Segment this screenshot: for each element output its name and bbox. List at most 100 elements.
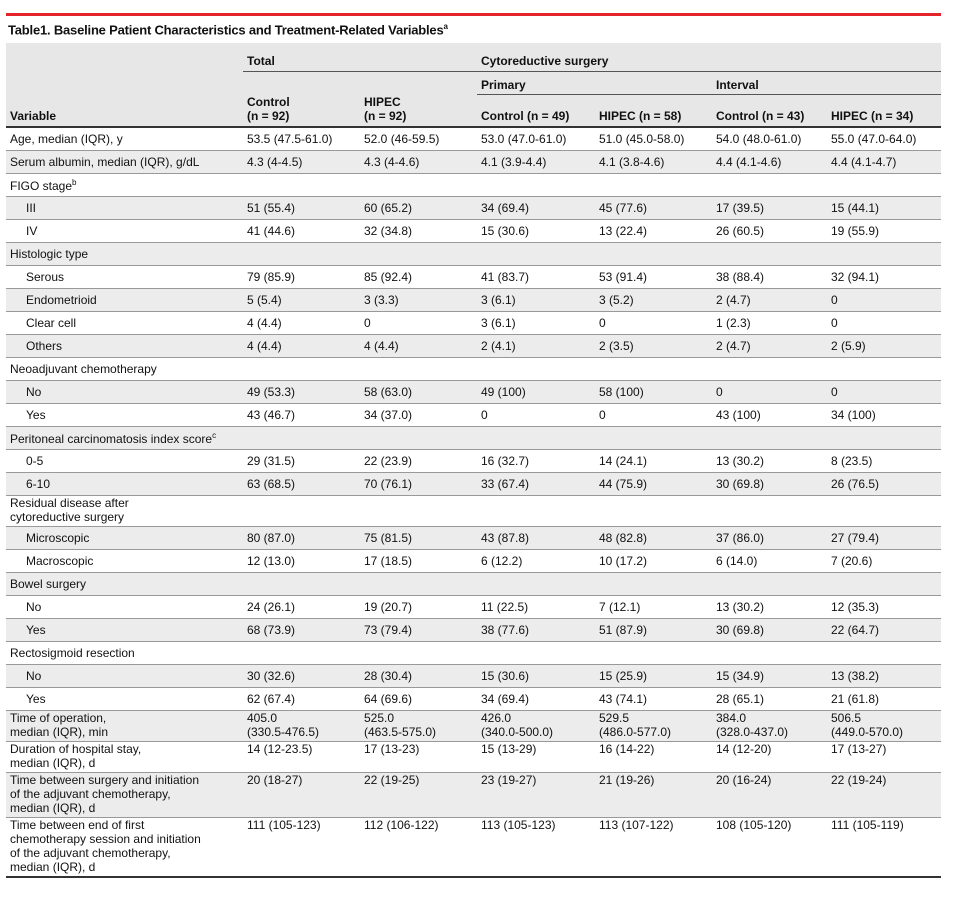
table-cell: [595, 426, 712, 450]
table-cell: 4.1 (3.8-4.6): [595, 150, 712, 174]
table-cell: 17 (39.5): [712, 196, 827, 220]
table-cell: 7 (12.1): [595, 595, 712, 619]
table-row: Time of operation, median (IQR), min 405.0…: [6, 710, 942, 742]
table-cell: 2 (4.7): [712, 334, 827, 358]
table-cell: 3 (5.2): [595, 288, 712, 312]
table-row: Peritoneal carcinomatosis index scorec: [6, 426, 942, 450]
row-label: IV: [6, 219, 243, 243]
table-cell: 3 (6.1): [477, 288, 595, 312]
row-label: Duration of hospital stay, median (IQR), …: [6, 741, 243, 773]
header-cytoreductive-surgery: Cytoreductive surgery: [477, 43, 942, 72]
table-row: Neoadjuvant chemotherapy: [6, 357, 942, 381]
table-cell: [827, 572, 942, 596]
table-cell: [243, 572, 360, 596]
table-cell: 426.0 (340.0-500.0): [477, 710, 595, 742]
table-cell: 11 (22.5): [477, 595, 595, 619]
table-cell: 32 (94.1): [827, 265, 942, 289]
row-label: Age, median (IQR), y: [6, 126, 243, 151]
table-row: Rectosigmoid resection: [6, 641, 942, 665]
table-cell: 2 (4.7): [712, 288, 827, 312]
table-cell: 0: [827, 311, 942, 335]
table-cell: [712, 242, 827, 266]
table-cell: 113 (105-123): [477, 817, 595, 878]
table-cell: 21 (19-26): [595, 772, 712, 818]
table-row: Residual disease after cytoreductive surg…: [6, 495, 942, 527]
table-cell: 15 (44.1): [827, 196, 942, 220]
table-cell: [477, 173, 595, 197]
header-primary: Primary: [477, 71, 712, 95]
table-cell: [243, 426, 360, 450]
table-cell: [243, 357, 360, 381]
table-row: Serous 79 (85.9) 85 (92.4) 41 (83.7) 53 (91.…: [6, 265, 942, 289]
header-primary-hipec: HIPEC (n = 58): [595, 94, 712, 128]
table-cell: 15 (34.9): [712, 664, 827, 688]
table-cell: [595, 641, 712, 665]
table-cell: 4 (4.4): [243, 311, 360, 335]
table-cell: 63 (68.5): [243, 472, 360, 496]
header-total-control: Control (n = 92): [243, 94, 360, 128]
header-interval: Interval: [712, 71, 942, 95]
table-cell: 28 (30.4): [360, 664, 477, 688]
table-cell: 4 (4.4): [243, 334, 360, 358]
table-cell: 525.0 (463.5-575.0): [360, 710, 477, 742]
table-row: Time between surgery and initiation of th…: [6, 772, 942, 818]
table-cell: 0: [595, 403, 712, 427]
header-blank: [6, 43, 243, 72]
row-label: Others: [6, 334, 243, 358]
table-row: Serum albumin, median (IQR), g/dL 4.3 (4-…: [6, 150, 942, 174]
table-cell: 2 (3.5): [595, 334, 712, 358]
table-row: Macroscopic 12 (13.0) 17 (18.5) 6 (12.2) 10 …: [6, 549, 942, 573]
table-cell: 70 (76.1): [360, 472, 477, 496]
table-cell: [595, 357, 712, 381]
table-cell: 10 (17.2): [595, 549, 712, 573]
row-label: Rectosigmoid resection: [6, 641, 243, 665]
table-cell: 52.0 (46-59.5): [360, 126, 477, 151]
table-cell: 34 (100): [827, 403, 942, 427]
row-label: 6-10: [6, 472, 243, 496]
table-cell: 30 (69.8): [712, 472, 827, 496]
table-cell: 53.0 (47.0-61.0): [477, 126, 595, 151]
table-cell: 68 (73.9): [243, 618, 360, 642]
table-cell: [477, 572, 595, 596]
table-cell: 7 (20.6): [827, 549, 942, 573]
table-cell: 48 (82.8): [595, 526, 712, 550]
table-cell: 30 (32.6): [243, 664, 360, 688]
table-cell: [360, 173, 477, 197]
table-cell: [477, 641, 595, 665]
table-cell: 15 (30.6): [477, 219, 595, 243]
row-label: Yes: [6, 687, 243, 711]
table-cell: 405.0 (330.5-476.5): [243, 710, 360, 742]
row-label: Macroscopic: [6, 549, 243, 573]
table-row: No 24 (26.1) 19 (20.7) 11 (22.5) 7 (12.1) 13 …: [6, 595, 942, 619]
table-cell: 53 (91.4): [595, 265, 712, 289]
table-cell: [712, 495, 827, 527]
table-row: Others 4 (4.4) 4 (4.4) 2 (4.1) 2 (3.5) 2 (4.7…: [6, 334, 942, 358]
table-row: 0-5 29 (31.5) 22 (23.9) 16 (32.7) 14 (24.1) 1…: [6, 449, 942, 473]
row-label: Neoadjuvant chemotherapy: [6, 357, 243, 381]
table-cell: 79 (85.9): [243, 265, 360, 289]
table-cell: 0: [595, 311, 712, 335]
table-cell: 58 (63.0): [360, 380, 477, 404]
table-cell: [477, 242, 595, 266]
table-row: Microscopic 80 (87.0) 75 (81.5) 43 (87.8) 48…: [6, 526, 942, 550]
table-cell: 41 (44.6): [243, 219, 360, 243]
table-cell: 111 (105-123): [243, 817, 360, 878]
table-cell: 51 (87.9): [595, 618, 712, 642]
table-cell: [360, 242, 477, 266]
table-cell: [595, 173, 712, 197]
table-cell: 28 (65.1): [712, 687, 827, 711]
table-cell: [477, 357, 595, 381]
row-label: Serum albumin, median (IQR), g/dL: [6, 150, 243, 174]
row-label: Endometrioid: [6, 288, 243, 312]
footnote-marker: b: [72, 178, 77, 187]
row-label: 0-5: [6, 449, 243, 473]
table-cell: 14 (12-20): [712, 741, 827, 773]
table-cell: 5 (5.4): [243, 288, 360, 312]
table-cell: 13 (22.4): [595, 219, 712, 243]
table-cell: 73 (79.4): [360, 618, 477, 642]
table-cell: 32 (34.8): [360, 219, 477, 243]
table-cell: 19 (20.7): [360, 595, 477, 619]
table-cell: 8 (23.5): [827, 449, 942, 473]
table-cell: 33 (67.4): [477, 472, 595, 496]
table-cell: [827, 357, 942, 381]
